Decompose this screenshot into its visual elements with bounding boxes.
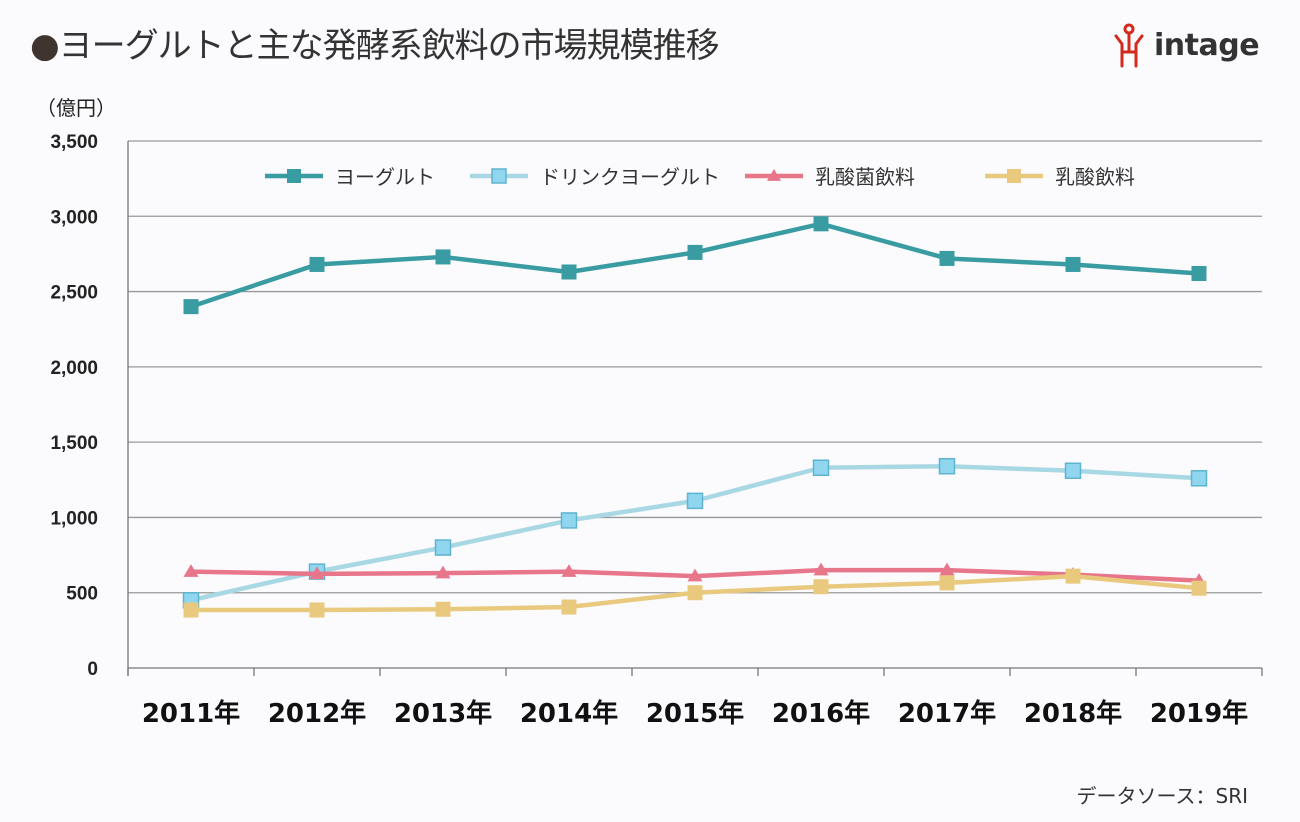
- data-point: [813, 579, 829, 595]
- y-tick-label: 3,000: [50, 207, 98, 228]
- y-tick-label: 3,500: [50, 132, 98, 153]
- data-point: [309, 602, 325, 618]
- x-tick-label: 2017年: [898, 698, 996, 729]
- data-point: [1064, 462, 1082, 480]
- chart-title: ●ヨーグルトと主な発酵系飲料の市場規模推移: [30, 18, 720, 67]
- title-text: ヨーグルトと主な発酵系飲料の市場規模推移: [58, 26, 720, 66]
- data-point: [813, 562, 829, 576]
- legend-marker: [491, 168, 507, 184]
- data-point: [183, 299, 199, 315]
- data-point: [435, 601, 451, 617]
- data-point: [939, 575, 955, 591]
- data-point: [1191, 580, 1207, 596]
- data-point: [939, 562, 955, 576]
- legend-marker: [287, 169, 301, 183]
- data-point: [309, 256, 325, 272]
- data-point: [561, 564, 577, 577]
- y-tick-label: 1,500: [50, 433, 98, 454]
- data-point: [687, 568, 703, 582]
- data-point: [434, 539, 452, 556]
- data-point: [813, 216, 829, 232]
- x-tick-label: 2012年: [268, 698, 366, 729]
- y-tick-label: 1,000: [50, 508, 98, 529]
- data-point: [1065, 256, 1081, 272]
- data-point: [1191, 266, 1207, 282]
- logo-text: intage: [1154, 27, 1260, 63]
- data-point: [561, 264, 577, 280]
- x-tick-label: 2011年: [142, 698, 240, 729]
- data-point: [938, 457, 956, 475]
- x-tick-label: 2014年: [520, 698, 618, 729]
- legend-marker: [767, 169, 781, 181]
- legend-label: ヨーグルト: [335, 165, 435, 189]
- bullet-icon: ●: [30, 26, 60, 66]
- data-point: [812, 459, 830, 476]
- data-point: [1065, 568, 1081, 584]
- x-tick-label: 2019年: [1150, 698, 1248, 729]
- legend-marker: [1007, 169, 1021, 183]
- y-tick-label: 0: [87, 659, 98, 680]
- data-point: [560, 512, 578, 529]
- legend-label: 乳酸菌飲料: [815, 165, 915, 189]
- y-axis-unit-label: （億円）: [36, 96, 116, 120]
- x-tick-label: 2016年: [772, 698, 870, 729]
- intage-figure-icon: [1114, 23, 1144, 68]
- y-tick-label: 2,500: [50, 283, 98, 304]
- data-point: [309, 566, 325, 580]
- x-tick-label: 2018年: [1024, 698, 1122, 729]
- data-point: [686, 492, 704, 510]
- data-point: [939, 250, 955, 266]
- data-point: [687, 585, 703, 601]
- data-point: [183, 602, 199, 618]
- data-point: [183, 564, 199, 577]
- y-tick-label: 2,000: [50, 358, 98, 379]
- data-source: データソース：SRI: [1076, 784, 1249, 808]
- data-point: [687, 244, 703, 260]
- intage-logo: intage: [1112, 22, 1260, 68]
- x-tick-label: 2013年: [394, 698, 492, 729]
- x-tick-label: 2015年: [646, 698, 744, 729]
- legend-label: ドリンクヨーグルト: [540, 165, 720, 189]
- data-point: [1190, 470, 1208, 487]
- data-point: [561, 599, 577, 615]
- y-tick-label: 500: [66, 584, 98, 605]
- legend-label: 乳酸飲料: [1055, 165, 1135, 189]
- data-point: [435, 249, 451, 265]
- series-line: [190, 221, 1200, 309]
- data-point: [435, 565, 451, 579]
